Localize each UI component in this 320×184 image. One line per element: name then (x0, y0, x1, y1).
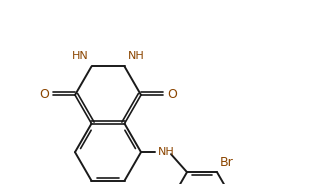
Text: NH: NH (127, 51, 144, 61)
Text: HN: HN (72, 51, 89, 61)
Text: O: O (39, 89, 49, 102)
Text: NH: NH (158, 147, 175, 157)
Text: O: O (167, 89, 177, 102)
Text: Br: Br (220, 156, 234, 169)
